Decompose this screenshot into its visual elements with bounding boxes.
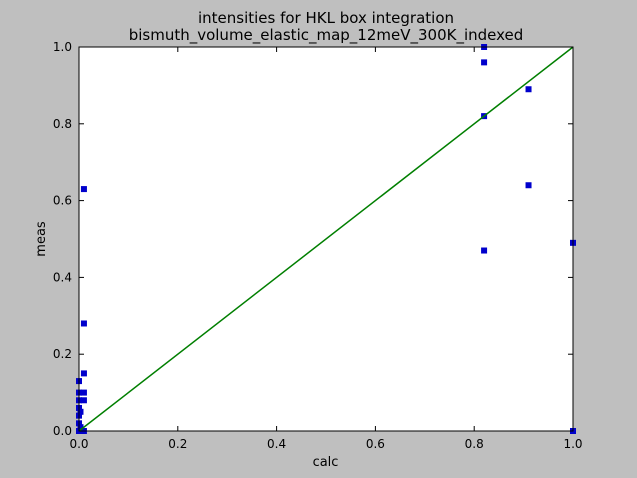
y-tick-label: 1.0	[53, 40, 72, 54]
x-tick-label: 0.4	[267, 437, 286, 451]
y-tick-label: 0.0	[53, 424, 72, 438]
data-point-marker	[525, 182, 532, 189]
data-point-marker	[80, 397, 87, 404]
data-point-marker	[80, 320, 87, 327]
y-tick-label: 0.4	[53, 270, 72, 284]
chart-title-line-1: intensities for HKL box integration	[198, 9, 454, 27]
data-point-marker	[525, 86, 532, 93]
data-point-marker	[481, 59, 488, 66]
y-tick-label: 0.6	[53, 194, 72, 208]
data-point-marker	[77, 408, 84, 415]
y-tick-label: 0.2	[53, 347, 72, 361]
y-axis-label: meas	[34, 221, 49, 257]
data-point-marker	[481, 247, 488, 254]
chart-title-line-2: bismuth_volume_elastic_map_12meV_300K_in…	[129, 26, 524, 45]
data-point-marker	[80, 389, 87, 396]
data-point-marker	[80, 370, 87, 377]
y-tick-label: 0.8	[53, 117, 72, 131]
x-tick-label: 1.0	[563, 437, 582, 451]
plot-frame	[78, 46, 574, 432]
data-point-marker	[80, 186, 87, 193]
x-axis-label: calc	[313, 455, 339, 470]
diagonal-reference-line	[78, 46, 574, 432]
x-tick-label: 0.2	[168, 437, 187, 451]
ticks-layer: 0.0 0.2 0.4 0.6 0.8 1.0 0.0 0.2 0.4 0.6 0.8 1.0	[53, 40, 583, 451]
data-point-marker	[77, 424, 84, 431]
x-tick-label: 0.8	[465, 437, 484, 451]
x-tick-label: 0.0	[69, 437, 88, 451]
x-tick-label: 0.6	[366, 437, 385, 451]
